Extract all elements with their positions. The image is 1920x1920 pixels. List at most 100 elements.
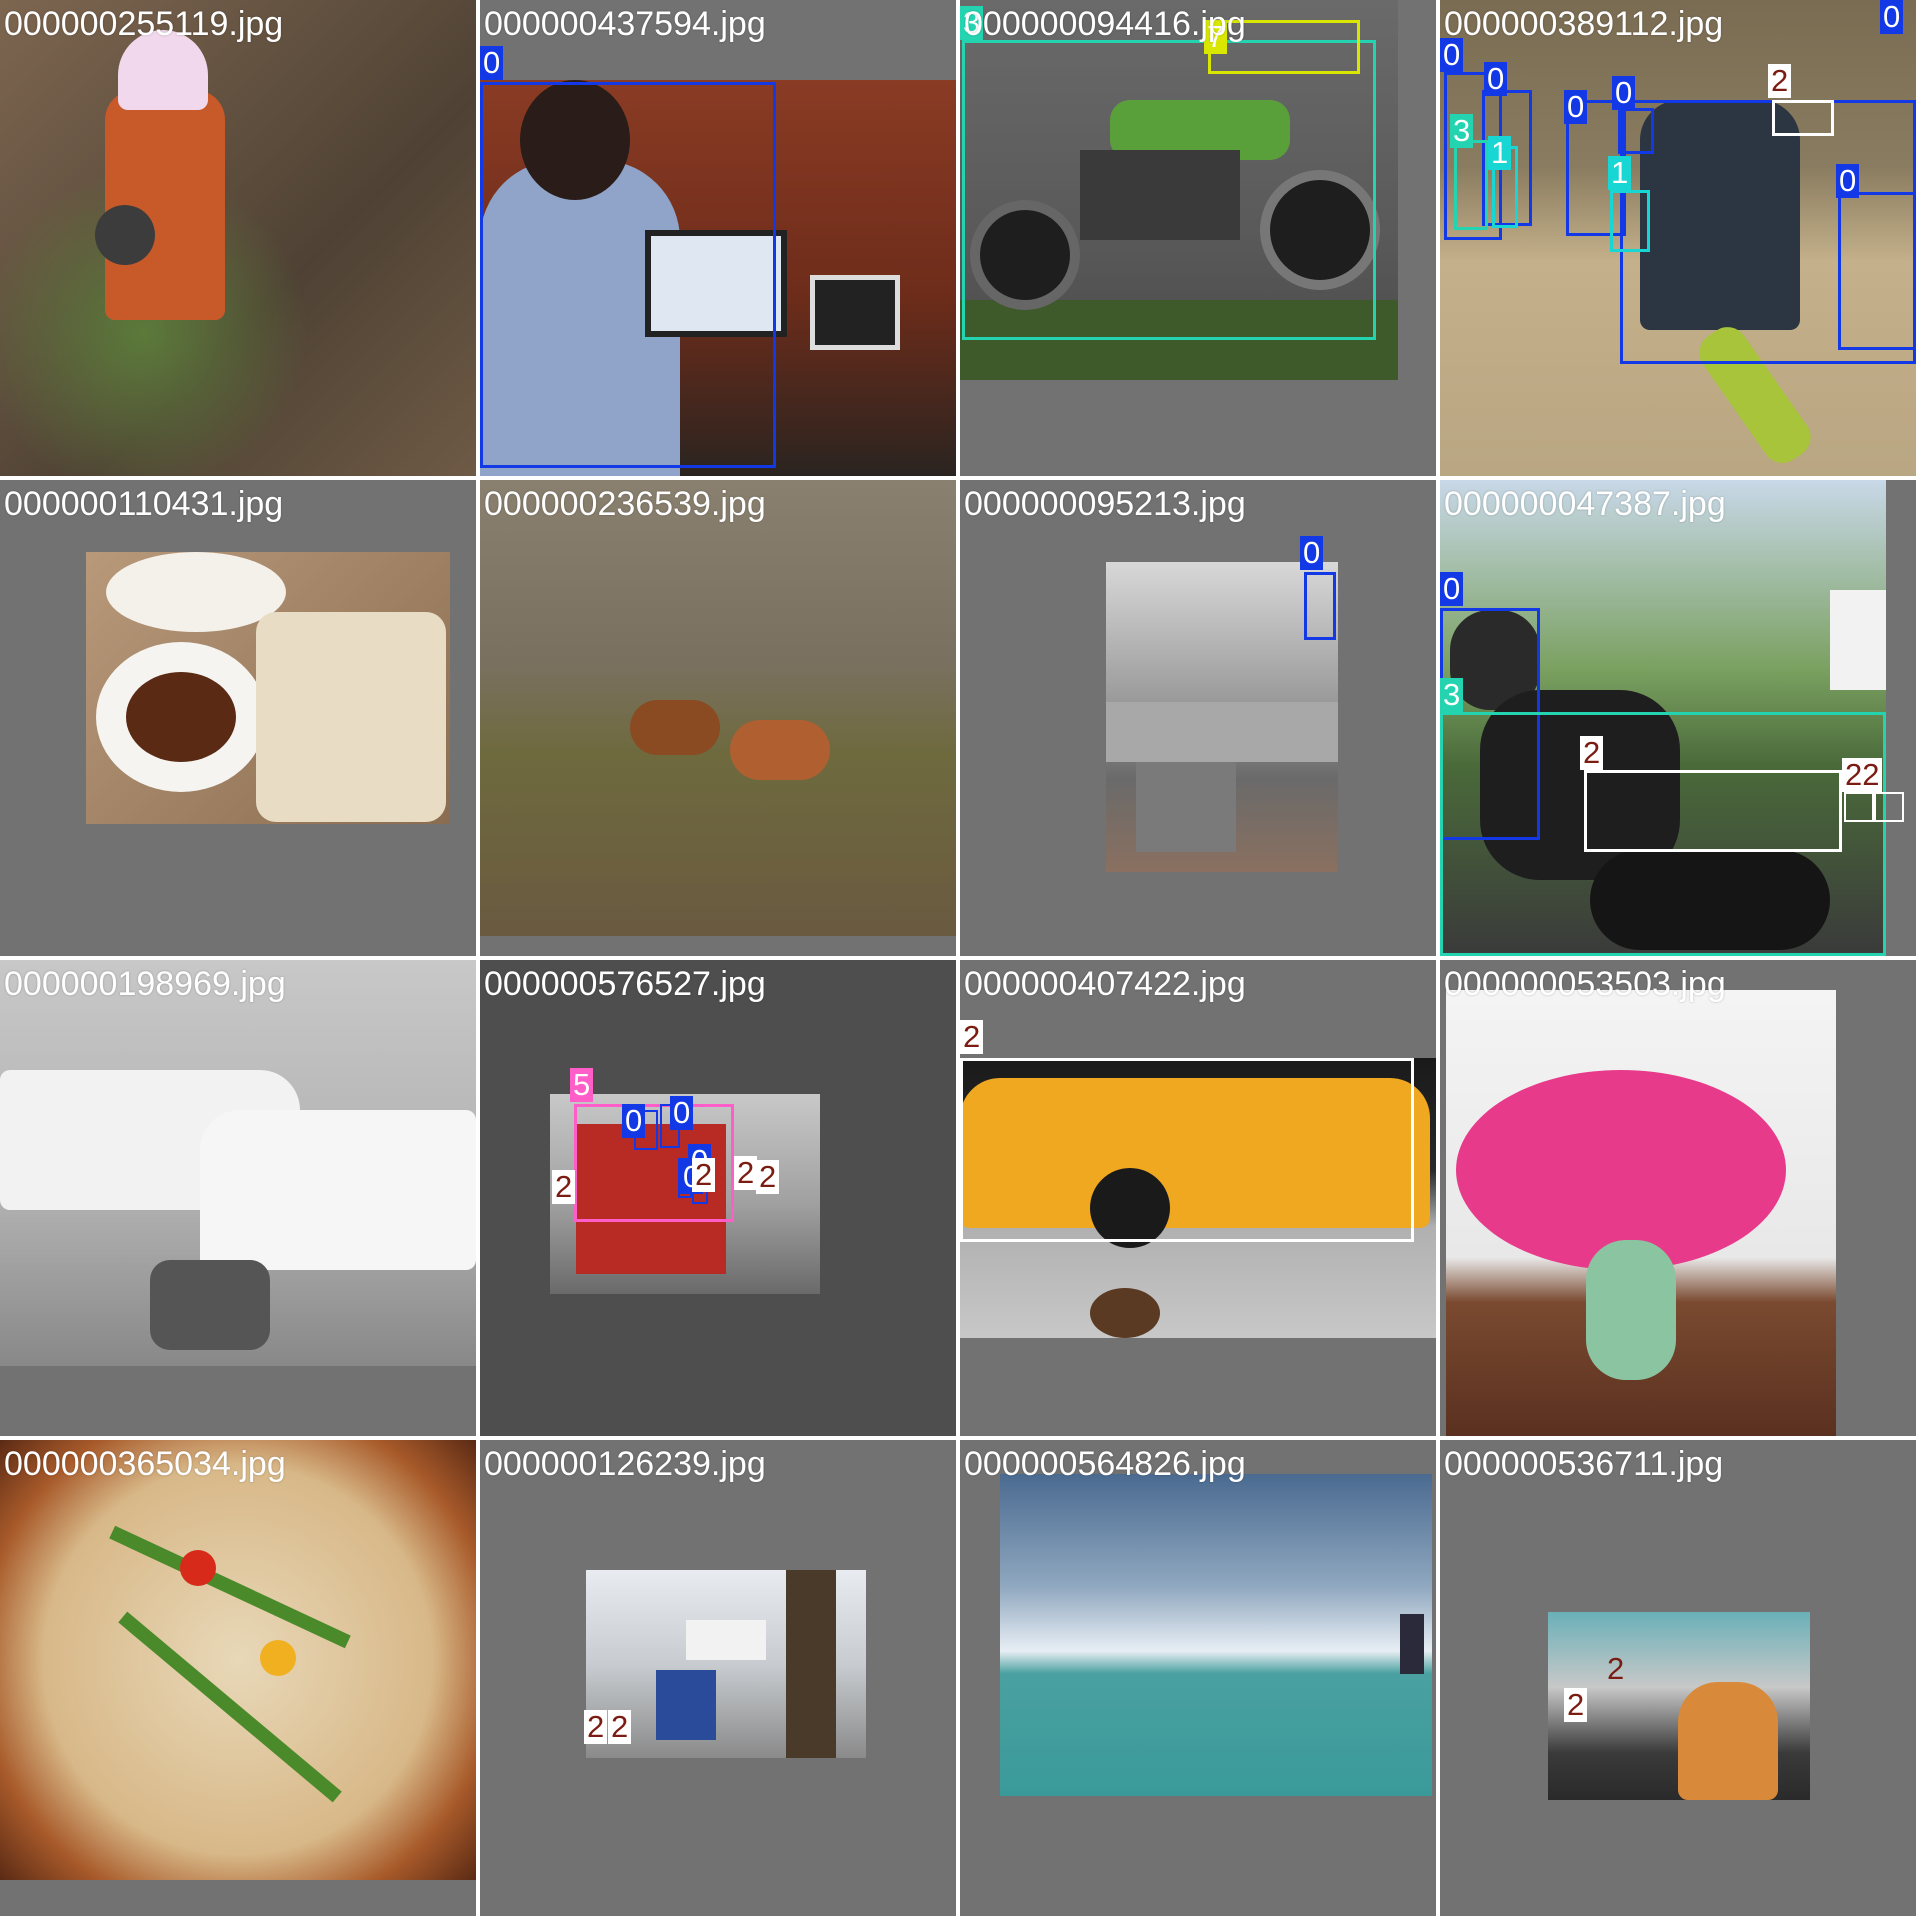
mosaic-tile[interactable]: 3 7 000000094416.jpg <box>960 0 1436 476</box>
mosaic-tile[interactable]: 0 3 2 22 000000047387.jpg <box>1440 480 1916 956</box>
counter-shape <box>1106 702 1338 762</box>
skater-shape <box>1640 100 1800 330</box>
mosaic-tile[interactable]: 0 0 0 0 2 0 3 1 1 0 000000389112.jpg <box>1440 0 1916 476</box>
bbox-label: 2 <box>584 1710 608 1744</box>
tile-filename: 000000576527.jpg <box>484 965 766 1003</box>
tile-filename: 000000365034.jpg <box>4 1445 286 1483</box>
mosaic-tile[interactable]: 0 000000437594.jpg <box>480 0 956 476</box>
sign-shape <box>686 1620 766 1660</box>
rear-wheel <box>970 200 1080 310</box>
photo-harbor <box>1000 1474 1432 1796</box>
photo-flowers-vase <box>1446 990 1836 1436</box>
bbox-class-2 <box>960 1058 1414 1242</box>
tile-filename: 000000110431.jpg <box>4 485 284 523</box>
tile-filename: 000000437594.jpg <box>484 5 766 43</box>
mosaic-tile[interactable]: 2 2 000000126239.jpg <box>480 1440 956 1916</box>
teddy-bear <box>1090 1288 1160 1338</box>
tile-filename: 000000095213.jpg <box>964 485 1246 523</box>
bbox-class-0 <box>480 82 776 468</box>
bbox-label: 2 <box>692 1158 716 1192</box>
tree-trunk <box>786 1570 836 1758</box>
mosaic-tile[interactable]: 000000564826.jpg <box>960 1440 1436 1916</box>
mosaic-tile[interactable]: 000000255119.jpg <box>0 0 476 476</box>
mosaic-tile[interactable]: 000000053503.jpg <box>1440 960 1916 1436</box>
bbox-label: 0 <box>1440 572 1464 606</box>
bbox-class-2 <box>1844 792 1874 822</box>
horse-shape <box>730 720 830 780</box>
taxi-wheel <box>1090 1168 1170 1248</box>
tile-filename: 000000564826.jpg <box>964 1445 1246 1483</box>
laptop-screen <box>645 230 787 337</box>
bbox-label: 5 <box>570 1068 594 1102</box>
tile-filename: 000000389112.jpg <box>1444 5 1724 43</box>
bbox-class-2 <box>1584 770 1842 852</box>
bbox-label: 2 <box>756 1160 780 1194</box>
photo-bathroom-sinks <box>0 960 476 1366</box>
photo-pizza <box>0 1440 476 1880</box>
bbox-class-3 <box>962 40 1376 340</box>
tile-filename: 000000236539.jpg <box>484 485 766 523</box>
bbox-label: 0 <box>1484 62 1508 96</box>
tile-filename: 000000053503.jpg <box>1444 965 1726 1003</box>
bbox-label: 2 <box>1768 64 1792 98</box>
bbox-class-3 <box>1454 140 1488 230</box>
cabinet-shape <box>1136 762 1236 852</box>
photo-taxi <box>960 1058 1436 1338</box>
bbox-class-0 <box>1304 572 1336 640</box>
monitor-shape <box>810 275 900 350</box>
bbox-label: 1 <box>1608 156 1632 190</box>
flowers-shape <box>1456 1070 1786 1270</box>
bbox-label: 2 <box>552 1170 576 1204</box>
bbox-label: 0 <box>670 1096 694 1130</box>
photo-cat-car <box>1548 1612 1810 1800</box>
mosaic-tile[interactable]: 0 000000095213.jpg <box>960 480 1436 956</box>
mosaic-tile[interactable]: 2 2 000000536711.jpg <box>1440 1440 1916 1916</box>
asparagus-shape <box>118 1611 342 1803</box>
photo-horses <box>480 480 956 936</box>
photo-street-signs <box>586 1570 866 1758</box>
bbox-class-0 <box>1618 108 1654 154</box>
bbox-label: 3 <box>1450 114 1474 148</box>
photo-woman-laptop <box>480 80 956 476</box>
mosaic-tile[interactable]: 000000365034.jpg <box>0 1440 476 1916</box>
tile-filename: 000000126239.jpg <box>484 1445 766 1483</box>
mosaic-tile[interactable]: 2 000000407422.jpg <box>960 960 1436 1436</box>
photo-kitchen <box>1106 562 1338 872</box>
bbox-label: 0 <box>1612 76 1636 110</box>
tile-filename: 000000255119.jpg <box>4 5 284 43</box>
mosaic-tile[interactable]: 000000198969.jpg <box>0 960 476 1436</box>
mosaic-tile[interactable]: 5 0 0 0 0 2 2 2 2 000000576527.jpg <box>480 960 956 1436</box>
bbox-label: 2 <box>960 1020 984 1054</box>
cat-shape <box>1678 1682 1778 1800</box>
tomato-shape <box>260 1640 296 1676</box>
taxi-shape <box>960 1078 1430 1228</box>
hydrant-nozzle <box>95 205 155 265</box>
bbox-label: 1 <box>1488 136 1512 170</box>
dog-shape <box>1480 690 1680 880</box>
photo-fire-hydrant <box>0 0 476 476</box>
bbox-label: 7 <box>1204 20 1228 54</box>
tower-shape <box>1400 1614 1424 1674</box>
hydrant-cap <box>118 30 208 110</box>
bbox-label: 2 <box>1580 736 1604 770</box>
bbox-label: 2 <box>734 1156 758 1190</box>
bbox-class-5 <box>574 1104 734 1222</box>
tile-filename: 000000047387.jpg <box>1444 485 1726 523</box>
photo-motorcycle <box>960 0 1398 380</box>
bbox-label: 22 <box>1842 758 1883 792</box>
mosaic-tile[interactable]: 000000236539.jpg <box>480 480 956 956</box>
bbox-label: 3 <box>960 6 984 40</box>
mosaic-tile[interactable]: 000000110431.jpg <box>0 480 476 956</box>
bbox-label: 2 <box>608 1710 632 1744</box>
engine-block <box>1080 150 1240 240</box>
vase-shape <box>1586 1240 1676 1380</box>
bbox-label: 0 <box>480 46 504 80</box>
bbox-label: 2 <box>1607 1651 1625 1686</box>
salad-plate <box>106 552 286 632</box>
bbox-class-0 <box>1838 192 1916 350</box>
sink-right <box>200 1110 476 1270</box>
bbox-label: 0 <box>1564 90 1588 124</box>
bbox-label: 0 <box>1300 536 1324 570</box>
tile-filename: 000000198969.jpg <box>4 965 286 1003</box>
